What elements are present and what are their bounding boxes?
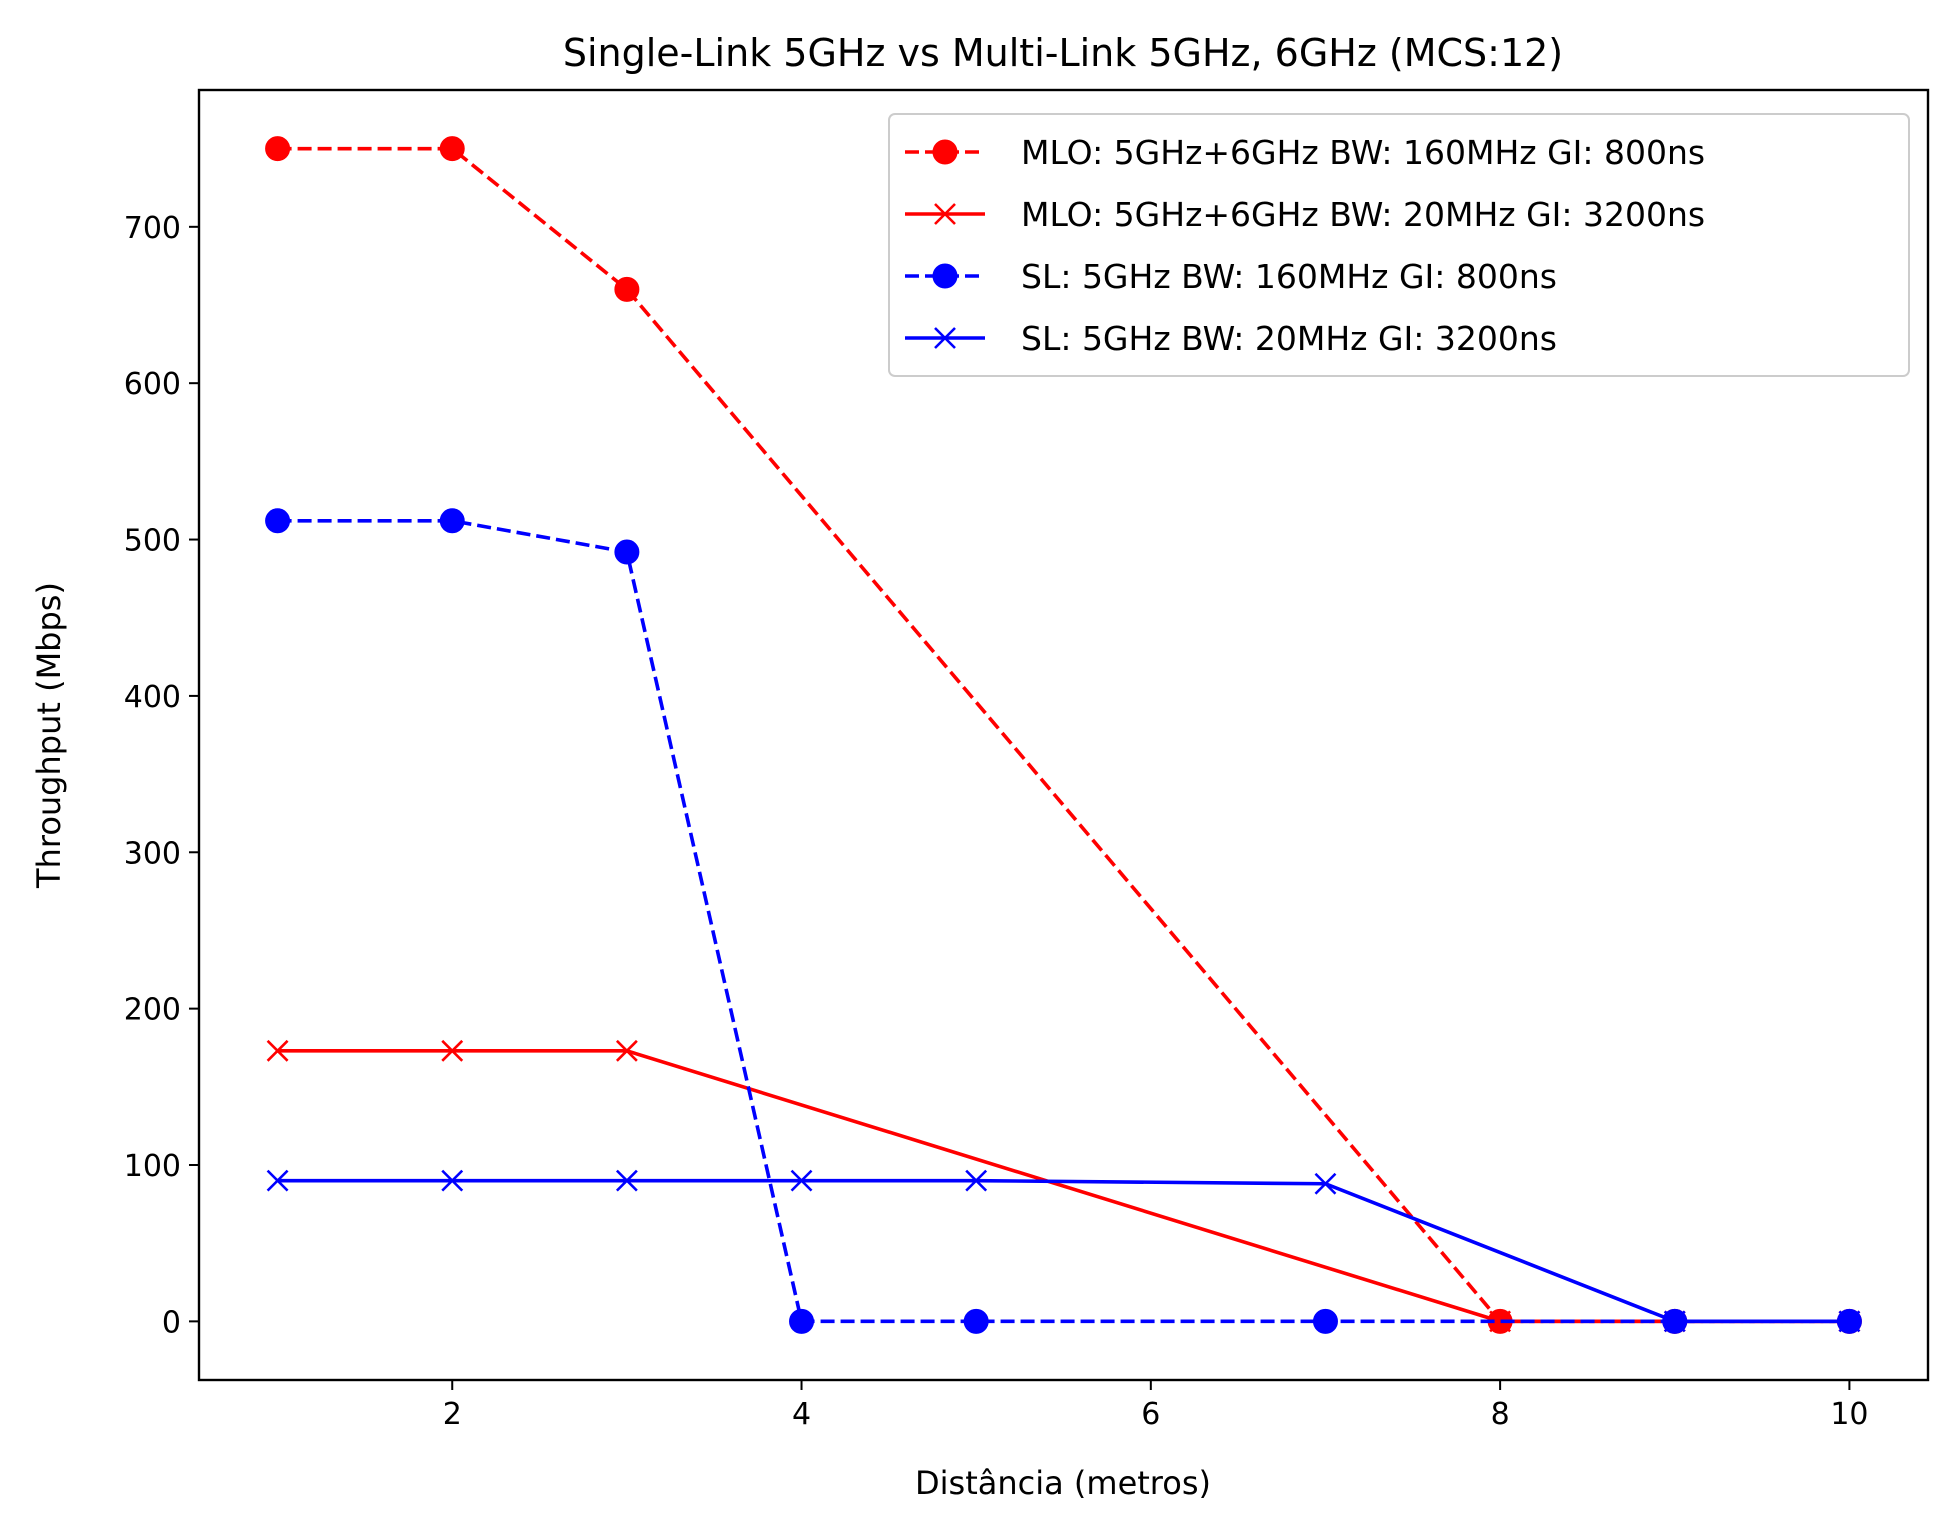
x-tick-label: 4 xyxy=(792,1397,811,1432)
y-tick-label: 600 xyxy=(124,367,181,402)
plot-frame xyxy=(197,88,1930,1382)
data-point xyxy=(1312,1308,1338,1334)
legend-marker xyxy=(932,263,958,289)
y-tick-label: 100 xyxy=(124,1149,181,1184)
data-point xyxy=(789,1308,815,1334)
legend-label: SL: 5GHz BW: 160MHz GI: 800ns xyxy=(1021,257,1557,296)
data-point xyxy=(439,508,465,534)
data-point xyxy=(1489,1310,1512,1333)
x-axis-label: Distância (metros) xyxy=(915,1464,1211,1502)
series-line xyxy=(277,146,1850,1324)
y-tick-label: 500 xyxy=(124,524,181,559)
data-point xyxy=(265,508,291,534)
data-point xyxy=(790,1169,813,1192)
data-point xyxy=(615,1169,638,1192)
legend-item: MLO: 5GHz+6GHz BW: 160MHz GI: 800ns xyxy=(905,133,1705,172)
data-point xyxy=(1314,1172,1337,1195)
data-point xyxy=(1663,1310,1686,1333)
legend-marker xyxy=(934,203,956,225)
chart-title: Single-Link 5GHz vs Multi-Link 5GHz, 6GH… xyxy=(563,31,1563,75)
legend-label: SL: 5GHz BW: 20MHz GI: 3200ns xyxy=(1021,319,1557,358)
x-tick-label: 6 xyxy=(1141,1397,1160,1432)
data-point xyxy=(441,1039,464,1062)
x-tick-label: 8 xyxy=(1491,1397,1510,1432)
series-line xyxy=(277,518,1850,1324)
y-axis-label: Throughput (Mbps) xyxy=(30,582,68,889)
legend-item: SL: 5GHz BW: 160MHz GI: 800ns xyxy=(905,257,1557,296)
legend-marker xyxy=(934,327,956,349)
legend: MLO: 5GHz+6GHz BW: 160MHz GI: 800ns MLO: … xyxy=(888,113,1910,377)
legend-item: MLO: 5GHz+6GHz BW: 20MHz GI: 3200ns xyxy=(905,195,1705,234)
series-line xyxy=(277,1178,1850,1324)
data-point xyxy=(266,1169,289,1192)
data-point xyxy=(1838,1310,1861,1333)
x-tick-label: 2 xyxy=(443,1397,462,1432)
data-point xyxy=(963,1308,989,1334)
y-tick-label: 200 xyxy=(124,993,181,1028)
data-point xyxy=(614,539,640,565)
y-tick-label: 0 xyxy=(162,1305,181,1340)
legend-box xyxy=(888,113,1910,377)
y-tick-label: 300 xyxy=(124,836,181,871)
data-point xyxy=(441,1169,464,1192)
data-point xyxy=(439,136,465,162)
data-point xyxy=(265,136,291,162)
legend-label: MLO: 5GHz+6GHz BW: 20MHz GI: 3200ns xyxy=(1021,195,1705,234)
legend-marker xyxy=(932,139,958,165)
x-tick-label: 10 xyxy=(1830,1397,1868,1432)
data-point xyxy=(614,276,640,302)
y-tick-label: 700 xyxy=(124,211,181,246)
y-tick-label: 400 xyxy=(124,680,181,715)
series-4 xyxy=(266,1169,1861,1333)
data-point xyxy=(266,1039,289,1062)
plot-area xyxy=(265,136,1862,1334)
legend-label: MLO: 5GHz+6GHz BW: 160MHz GI: 800ns xyxy=(1021,133,1705,172)
data-point xyxy=(615,1039,638,1062)
legend-item: SL: 5GHz BW: 20MHz GI: 3200ns xyxy=(905,319,1557,358)
data-point xyxy=(965,1169,988,1192)
